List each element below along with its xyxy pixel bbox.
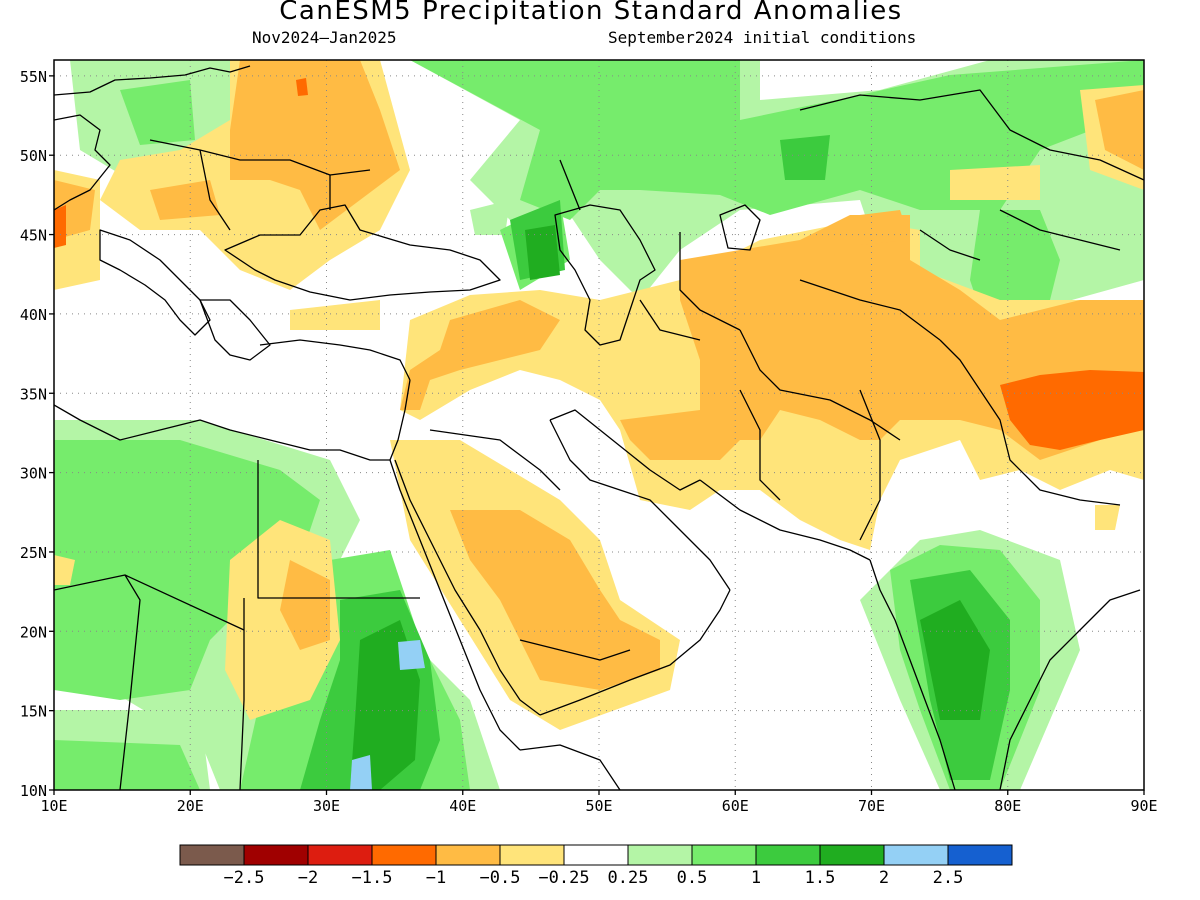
colorbar-swatch <box>563 844 629 866</box>
colorbar-label: −2.5 <box>224 868 265 888</box>
lon-tick-label: 40E <box>449 797 476 815</box>
lon-tick-label: 20E <box>177 797 204 815</box>
lon-tick-label: 80E <box>994 797 1021 815</box>
lat-tick-label: 20N <box>20 623 47 641</box>
lat-tick-label: 25N <box>20 544 47 562</box>
lat-tick-label: 10N <box>20 782 47 800</box>
anomaly-fields <box>54 60 1144 790</box>
colorbar-label: −1.5 <box>352 868 393 888</box>
map-axes: 10N 15N 20N 25N 30N 35N 40N 45N 50N 55N 10E 20E 30E 4… <box>20 68 1158 815</box>
colorbar-label: 2 <box>879 868 889 888</box>
lat-tick-label: 40N <box>20 306 47 324</box>
colorbar-swatch <box>883 844 949 866</box>
anomaly-light-blue <box>350 640 425 790</box>
colorbar-label: −2 <box>298 868 318 888</box>
anomaly-dark-orange <box>54 78 1144 450</box>
lon-tick-label: 90E <box>1130 797 1157 815</box>
colorbar-swatch <box>499 844 565 866</box>
forecast-period: Nov2024–Jan2025 <box>252 28 397 47</box>
colorbar-label: −0.25 <box>538 868 589 888</box>
lon-tick-label: 30E <box>313 797 340 815</box>
lat-tick-label: 55N <box>20 68 47 86</box>
colorbar-label: 0.5 <box>677 868 708 888</box>
colorbar-swatch <box>179 844 245 866</box>
lat-tick-label: 15N <box>20 703 47 721</box>
lat-tick-label: 50N <box>20 147 47 165</box>
colorbar: −2.5 −2 −1.5 −1 −0.5 −0.25 0.25 0.5 1 1.5 2 2.5 <box>179 844 1013 888</box>
map-title: CanESM5 Precipitation Standard Anomalies <box>279 0 903 26</box>
colorbar-swatch <box>435 844 501 866</box>
colorbar-swatch <box>691 844 757 866</box>
colorbar-label: 1.5 <box>805 868 836 888</box>
colorbar-swatch <box>627 844 693 866</box>
colorbar-swatch <box>755 844 821 866</box>
coastlines-and-borders <box>54 65 1144 790</box>
colorbar-swatch <box>307 844 373 866</box>
colorbar-swatch <box>947 844 1013 866</box>
initial-conditions: September2024 initial conditions <box>608 28 917 47</box>
colorbar-label: 2.5 <box>933 868 964 888</box>
lon-tick-label: 10E <box>40 797 67 815</box>
lon-tick-label: 70E <box>858 797 885 815</box>
colorbar-label: −0.5 <box>480 868 521 888</box>
colorbar-swatch <box>243 844 309 866</box>
colorbar-swatch <box>371 844 437 866</box>
lat-tick-label: 30N <box>20 465 47 483</box>
colorbar-label: −1 <box>426 868 446 888</box>
colorbar-label: 0.25 <box>608 868 649 888</box>
lat-tick-label: 45N <box>20 227 47 245</box>
lat-tick-label: 35N <box>20 385 47 403</box>
colorbar-swatch <box>819 844 885 866</box>
colorbar-label: 1 <box>751 868 761 888</box>
lon-tick-label: 60E <box>722 797 749 815</box>
lon-tick-label: 50E <box>585 797 612 815</box>
